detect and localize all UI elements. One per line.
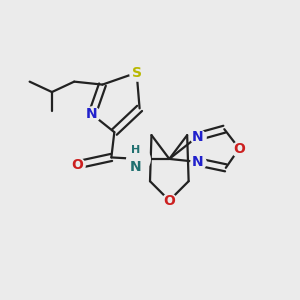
Text: O: O xyxy=(71,158,83,172)
Text: N: N xyxy=(86,107,98,121)
Text: O: O xyxy=(233,142,245,155)
Text: N: N xyxy=(130,160,142,174)
Text: H: H xyxy=(131,146,140,155)
Text: N: N xyxy=(192,155,203,169)
Text: N: N xyxy=(192,130,203,144)
Text: O: O xyxy=(164,194,175,208)
Text: S: S xyxy=(132,66,142,80)
